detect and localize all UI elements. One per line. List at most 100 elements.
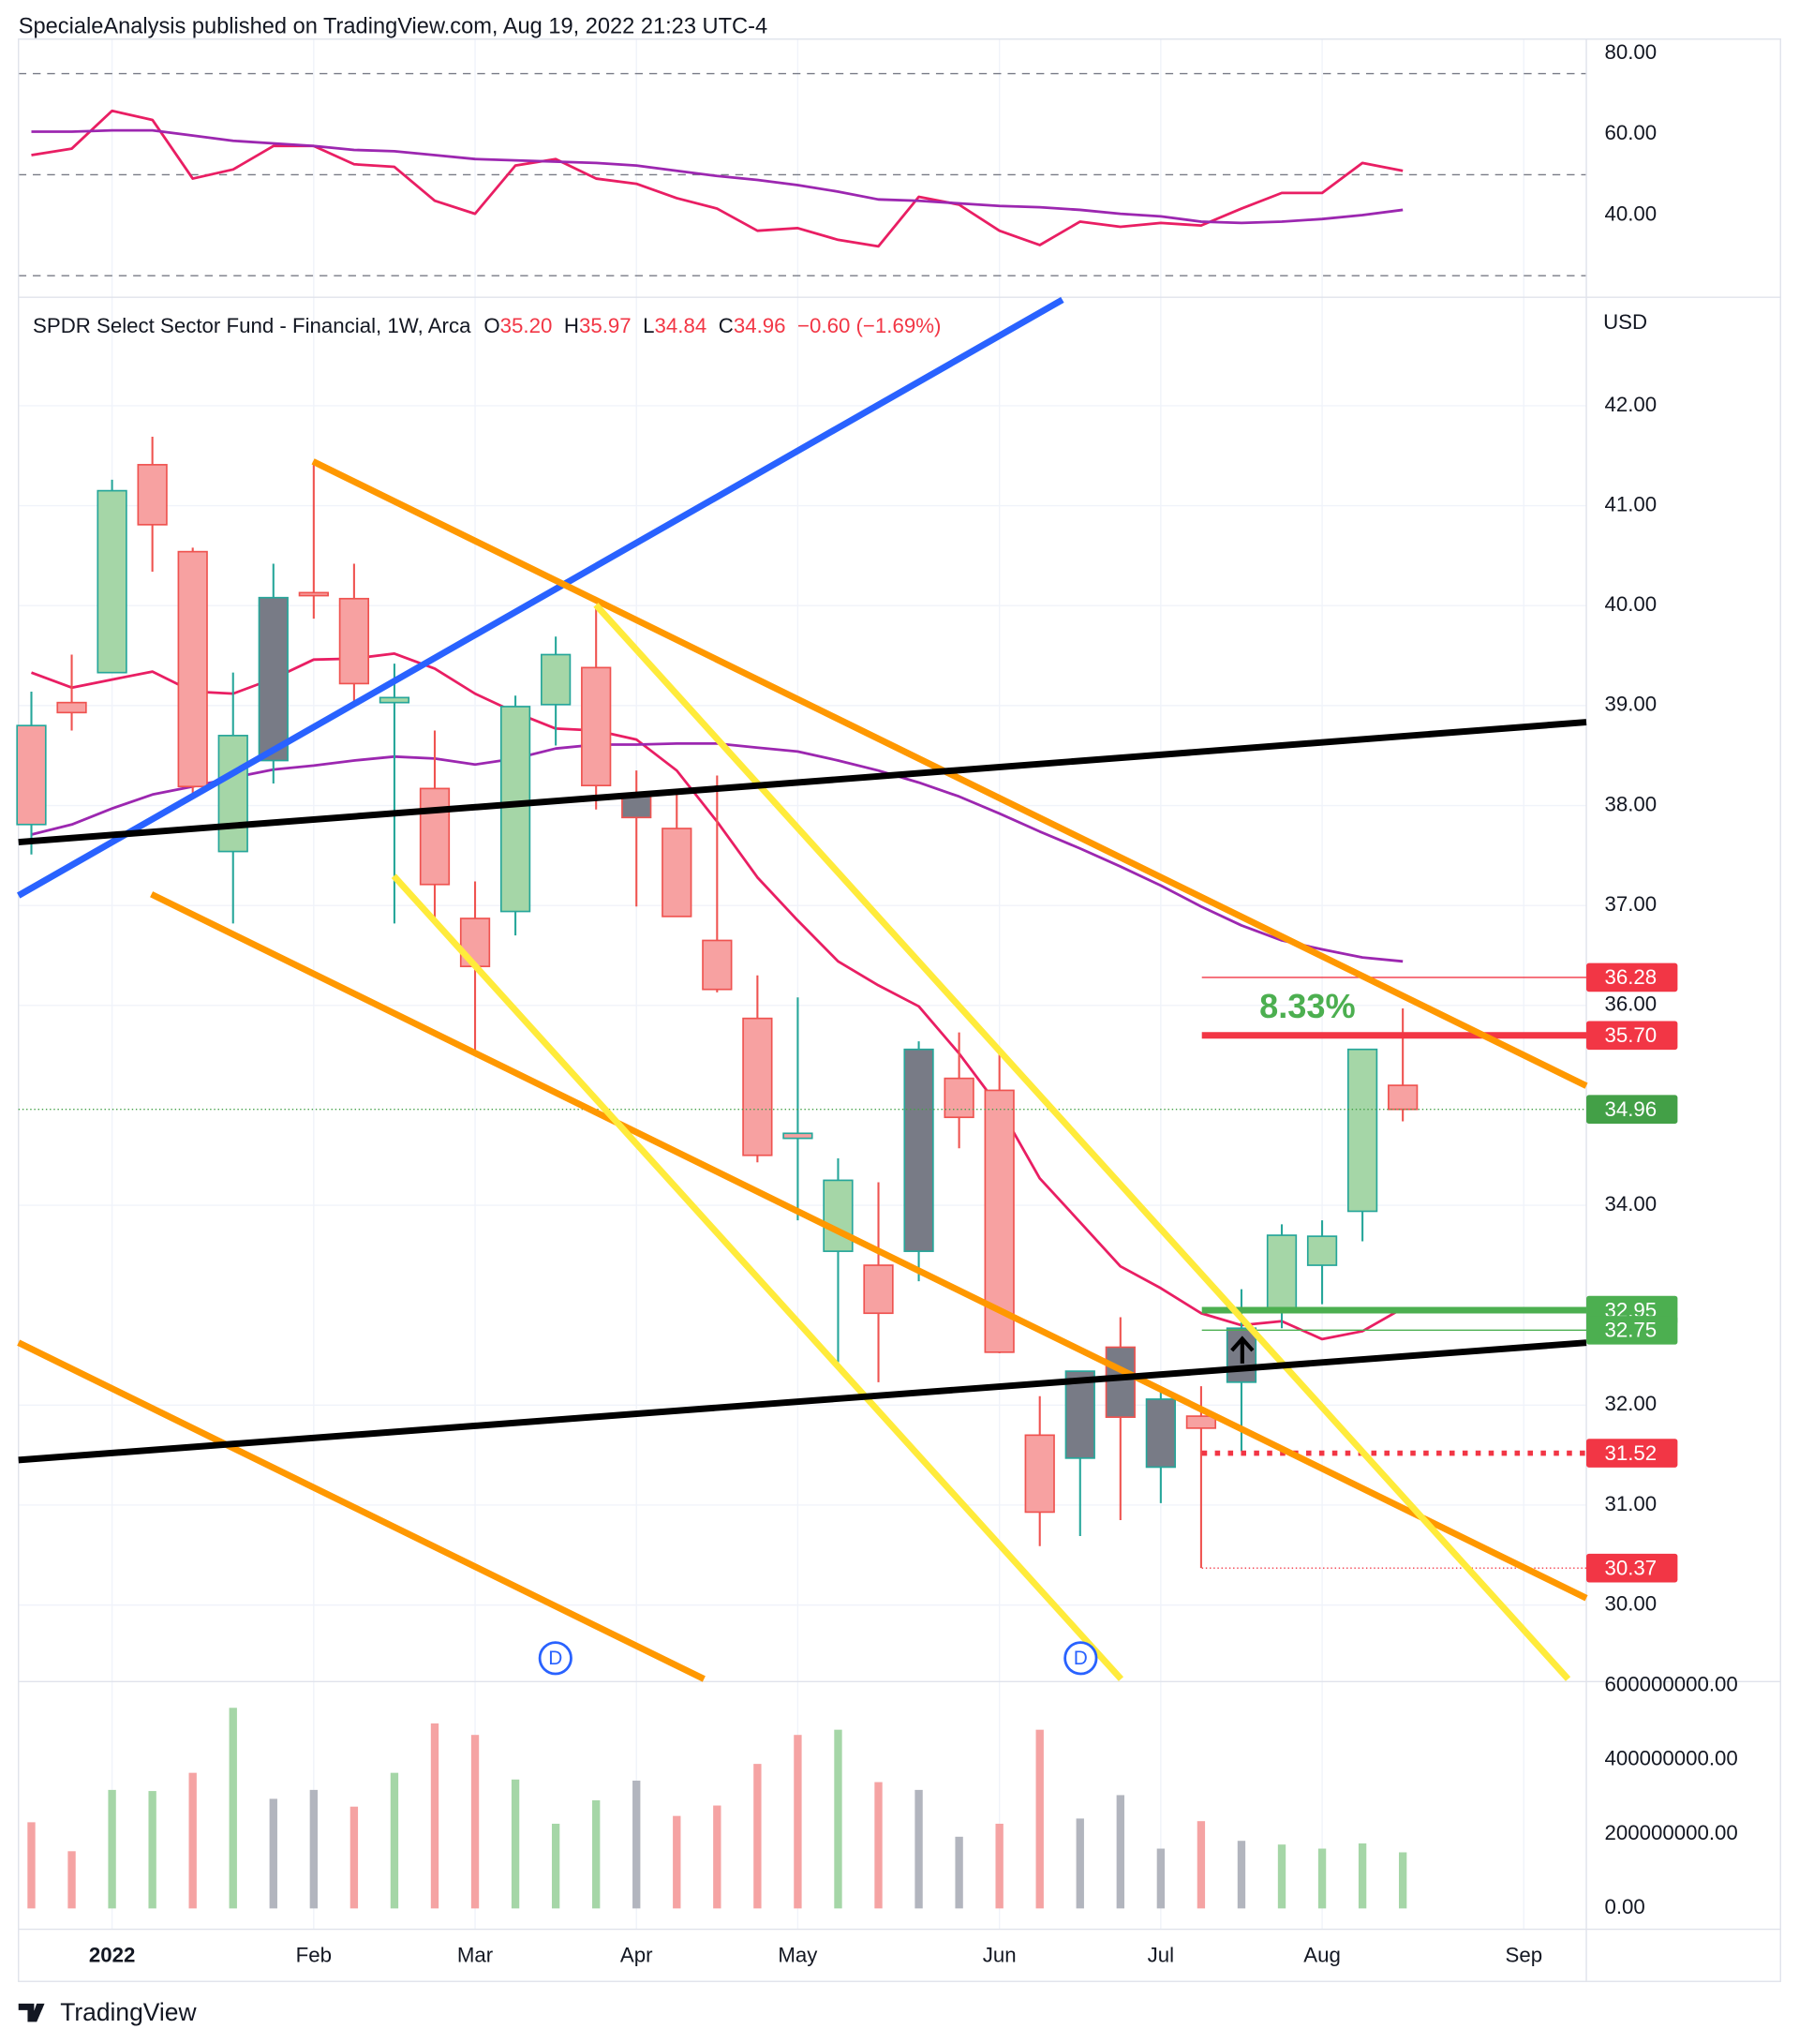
volume-bar [632, 1780, 641, 1909]
legend-title: SPDR Select Sector Fund - Financial, 1W,… [33, 314, 471, 337]
candle-body [419, 787, 451, 886]
candle-body [137, 464, 168, 526]
dividend-badge[interactable] [1063, 1641, 1098, 1676]
volume-bar [27, 1822, 36, 1909]
volume-bar [713, 1805, 721, 1909]
brand: TradingView [60, 1998, 197, 2026]
volume-bar [995, 1823, 1004, 1909]
candle-body [1266, 1234, 1298, 1309]
candle-body [56, 701, 87, 714]
candle-body [1185, 1415, 1217, 1429]
currency-label: USD [1603, 310, 1647, 334]
trend-line [150, 891, 1588, 1602]
drawings: D D [16, 296, 1588, 1682]
volume-bar [1076, 1818, 1084, 1909]
volume-bar [390, 1772, 399, 1909]
volume-bar [1277, 1844, 1286, 1909]
x-tick-label: Jul [1148, 1944, 1174, 1967]
volume-bar [1035, 1729, 1044, 1909]
legend-change: −0.60 (−1.69%) [797, 314, 941, 337]
candle-body [823, 1179, 854, 1252]
candle-body [16, 724, 47, 826]
x-tick-label: Aug [1303, 1944, 1341, 1967]
legend: SPDR Select Sector Fund - Financial, 1W,… [33, 314, 941, 337]
price-level-tag [1586, 962, 1678, 992]
candle-body [944, 1077, 974, 1119]
y-tick-label: 39.00 [1605, 693, 1658, 716]
y-tick-label: 0.00 [1605, 1895, 1645, 1918]
candle-body [258, 596, 289, 762]
volume-bar [834, 1729, 842, 1909]
candle-body [298, 591, 329, 597]
dividend-label[interactable]: D [1074, 1648, 1088, 1669]
y-tick-label: 36.00 [1605, 992, 1658, 1016]
volume-bar [914, 1789, 923, 1909]
candle-body [1024, 1434, 1055, 1514]
volume-bar [67, 1851, 76, 1909]
y-tick-label: 32.00 [1605, 1392, 1658, 1415]
candle-body [1346, 1048, 1378, 1213]
header: SpecialeAnalysis published on TradingVie… [19, 14, 767, 38]
trend-line [17, 1339, 706, 1682]
y-tick-label: 400000000.00 [1605, 1747, 1738, 1770]
y-tick-label: 80.00 [1605, 40, 1658, 64]
volume-bar [673, 1815, 681, 1909]
volume-bar [470, 1735, 480, 1909]
trend-line [16, 296, 1064, 899]
last-price-tag [1586, 1095, 1678, 1124]
volume-bar [148, 1791, 156, 1909]
price-level-label: 35.70 [1605, 1023, 1658, 1047]
frame [18, 38, 1781, 1982]
x-tick-label: Sep [1506, 1944, 1543, 1967]
x-tick-label: Feb [296, 1944, 332, 1967]
percent-annotation: 8.33% [1259, 987, 1356, 1025]
volume-bar [794, 1735, 802, 1909]
volume-bar [592, 1799, 601, 1909]
volume-bar [753, 1764, 762, 1909]
candle-body [863, 1264, 894, 1315]
last-price-label: 34.96 [1605, 1097, 1658, 1121]
price-level-tag [1586, 1316, 1678, 1345]
candle-body [97, 489, 127, 674]
logo-dot [36, 2004, 43, 2011]
candle-body [1388, 1084, 1419, 1111]
trend-line [18, 1339, 1587, 1464]
volume-bar [1317, 1848, 1327, 1909]
y-tick-label: 30.00 [1605, 1591, 1658, 1615]
candle-body [540, 653, 572, 706]
logo [18, 2003, 45, 2022]
y-tick-label: 42.00 [1605, 393, 1658, 416]
price-level-label: 30.37 [1605, 1556, 1658, 1579]
volume-bar [1156, 1848, 1166, 1909]
price-level-label: 32.75 [1605, 1319, 1658, 1342]
labels: 2022 Feb Mar Apr May Jun Jul Aug Sep 42.00 41.00 40… [89, 40, 1738, 1967]
y-tick-label: 40.00 [1605, 201, 1658, 225]
volume-bar [1116, 1795, 1124, 1909]
legend-value: 34.96 [734, 314, 786, 337]
candle-body [581, 666, 612, 787]
volume-bar [229, 1708, 237, 1909]
volume-bar [349, 1806, 359, 1909]
legend-value: 35.20 [500, 314, 553, 337]
candle-body [702, 939, 733, 991]
candle-body [782, 1132, 813, 1140]
candle-body [903, 1048, 934, 1252]
price-level-label: 36.28 [1605, 965, 1658, 989]
arrow-icon [1230, 1335, 1255, 1364]
dividend-label[interactable]: D [548, 1648, 562, 1669]
trend-line [18, 719, 1587, 846]
x-tick-label: Mar [457, 1944, 494, 1967]
price-level-tag [1586, 1553, 1678, 1583]
volume-bar [1237, 1841, 1246, 1909]
y-tick-label: 31.00 [1605, 1492, 1658, 1515]
price-level-label: 31.52 [1605, 1441, 1658, 1465]
y-tick-label: 34.00 [1605, 1192, 1658, 1216]
candle-body [1064, 1370, 1095, 1459]
price-level-tag [1586, 1439, 1678, 1468]
trend-line [391, 873, 1124, 1681]
dividend-badge[interactable] [538, 1641, 572, 1676]
candle-body [1306, 1235, 1338, 1266]
